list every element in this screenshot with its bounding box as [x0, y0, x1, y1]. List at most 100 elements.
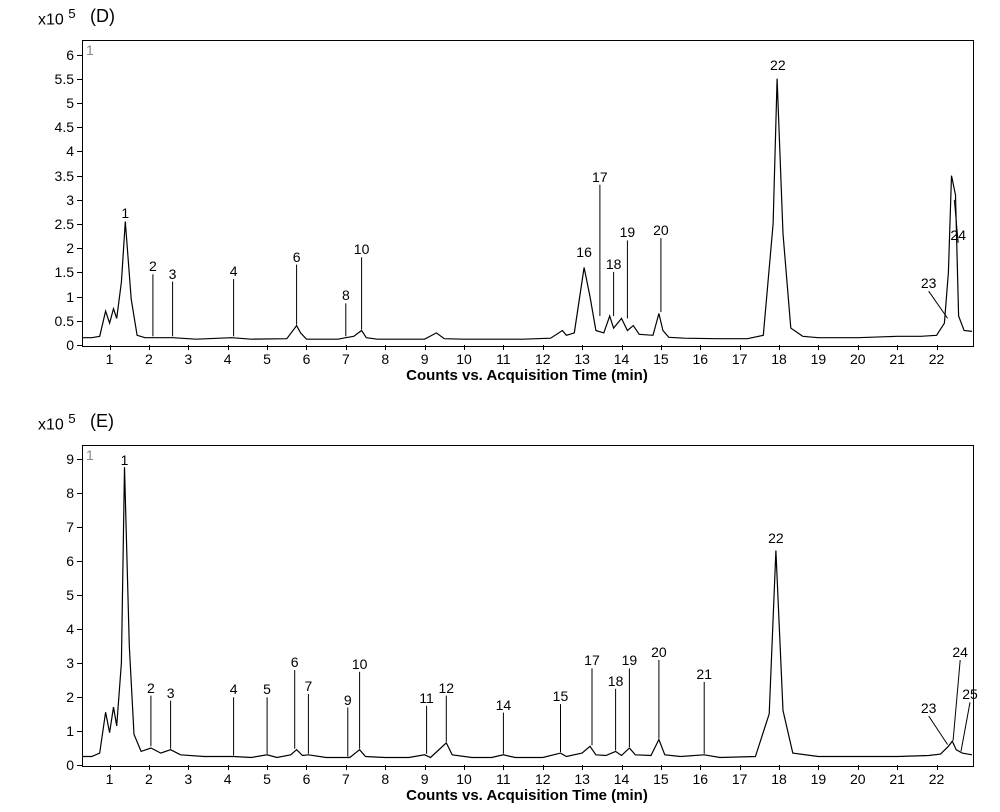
- peak-label: 7: [305, 678, 313, 694]
- ytick-label: 2.5: [34, 216, 74, 232]
- peak-label: 14: [496, 697, 512, 713]
- xtick-label: 17: [732, 771, 748, 787]
- y-exp-sup: 5: [68, 411, 75, 426]
- xtick: [503, 345, 504, 350]
- xtick: [661, 765, 662, 770]
- ytick: [77, 629, 82, 630]
- gray-annot-E: 1: [86, 447, 94, 463]
- xtick: [937, 345, 938, 350]
- x-axis-label-E: Counts vs. Acquisition Time (min): [82, 787, 972, 804]
- ytick: [77, 345, 82, 346]
- ytick-label: 5: [34, 95, 74, 111]
- xtick-label: 21: [889, 351, 905, 367]
- xtick-label: 12: [535, 771, 551, 787]
- ytick: [77, 561, 82, 562]
- ytick-label: 6: [34, 47, 74, 63]
- xtick: [346, 765, 347, 770]
- peak-label: 2: [149, 258, 157, 274]
- peak-label: 23: [921, 700, 937, 716]
- xtick: [622, 345, 623, 350]
- peak-label: 11: [419, 690, 434, 706]
- xtick: [543, 345, 544, 350]
- xtick: [818, 345, 819, 350]
- peak-label: 19: [620, 224, 636, 240]
- ytick-label: 3: [34, 192, 74, 208]
- xtick: [700, 345, 701, 350]
- ytick: [77, 200, 82, 201]
- peak-label: 3: [169, 266, 177, 282]
- peak-label: 15: [553, 688, 569, 704]
- ytick: [77, 493, 82, 494]
- xtick: [897, 765, 898, 770]
- peak-label: 17: [584, 652, 600, 668]
- xtick-label: 9: [421, 351, 429, 367]
- ytick-label: 3.5: [34, 168, 74, 184]
- xtick-label: 8: [381, 771, 389, 787]
- xtick-label: 7: [342, 771, 350, 787]
- peak-label: 22: [770, 57, 786, 73]
- xtick: [464, 345, 465, 350]
- ytick: [77, 103, 82, 104]
- ytick: [77, 127, 82, 128]
- peak-label: 6: [293, 249, 301, 265]
- xtick-label: 6: [303, 351, 311, 367]
- xtick: [622, 765, 623, 770]
- xtick-label: 22: [929, 771, 945, 787]
- xtick: [228, 345, 229, 350]
- ytick: [77, 55, 82, 56]
- xtick-label: 17: [732, 351, 748, 367]
- xtick: [818, 765, 819, 770]
- xtick-label: 6: [303, 771, 311, 787]
- peak-label: 8: [342, 287, 350, 303]
- peak-label: 2: [147, 680, 155, 696]
- xtick: [228, 765, 229, 770]
- ytick-label: 4: [34, 621, 74, 637]
- ytick-label: 0.5: [34, 313, 74, 329]
- ytick: [77, 321, 82, 322]
- xtick: [425, 765, 426, 770]
- xtick-label: 16: [692, 351, 708, 367]
- peak-label: 23: [921, 275, 937, 291]
- xtick: [503, 765, 504, 770]
- ytick-label: 8: [34, 485, 74, 501]
- ytick-label: 3: [34, 655, 74, 671]
- peak-label: 16: [576, 244, 592, 260]
- ytick-label: 2: [34, 689, 74, 705]
- xtick: [385, 345, 386, 350]
- ytick: [77, 272, 82, 273]
- xtick-label: 13: [574, 351, 590, 367]
- xtick-label: 2: [145, 351, 153, 367]
- xtick-label: 8: [381, 351, 389, 367]
- xtick-label: 15: [653, 351, 669, 367]
- xtick-label: 11: [496, 771, 511, 787]
- peak-label: 3: [167, 685, 175, 701]
- peak-label: 24: [950, 227, 966, 243]
- ytick-label: 0: [34, 757, 74, 773]
- xtick-label: 1: [106, 351, 114, 367]
- xtick: [149, 765, 150, 770]
- xtick-label: 4: [224, 771, 232, 787]
- xtick-label: 2: [145, 771, 153, 787]
- ytick-label: 1: [34, 289, 74, 305]
- xtick-label: 16: [692, 771, 708, 787]
- xtick-label: 5: [263, 771, 271, 787]
- ytick: [77, 79, 82, 80]
- peak-label: 10: [354, 241, 370, 257]
- ytick: [77, 459, 82, 460]
- xtick-label: 7: [342, 351, 350, 367]
- peak-label: 4: [230, 681, 238, 697]
- xtick: [543, 765, 544, 770]
- y-exponent-E: x10 5: [38, 411, 76, 434]
- y-exp-base: x10: [38, 416, 64, 433]
- xtick: [149, 345, 150, 350]
- xtick-label: 19: [811, 771, 827, 787]
- xtick-label: 10: [456, 771, 472, 787]
- xtick: [779, 765, 780, 770]
- peak-label: 18: [606, 256, 622, 272]
- xtick: [858, 765, 859, 770]
- figure-root: x10 5(D)100.511.522.533.544.555.56123456…: [0, 0, 1000, 812]
- xtick: [188, 345, 189, 350]
- xtick: [740, 765, 741, 770]
- xtick-label: 20: [850, 351, 866, 367]
- peak-label: 24: [952, 644, 968, 660]
